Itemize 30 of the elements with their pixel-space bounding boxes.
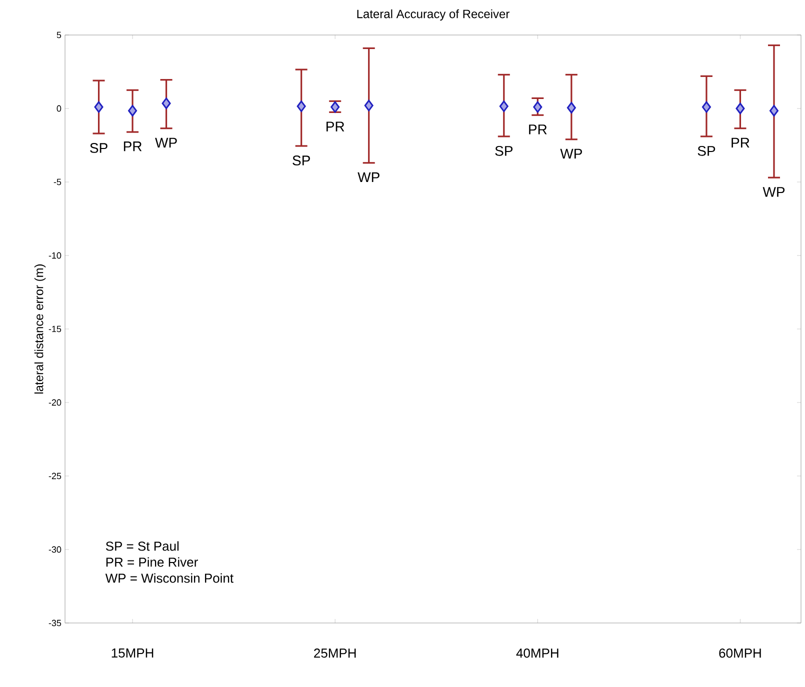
text: WP [762, 187, 785, 197]
text: SP [292, 156, 310, 166]
text: PR [124, 142, 142, 152]
y-tick-label: -5 [54, 178, 62, 186]
text: WP [155, 138, 177, 148]
series-label: PR [326, 122, 344, 132]
y-tick-label: 5 [56, 32, 62, 38]
y-tick-label: -20 [48, 399, 62, 406]
chart-title: Lateral Accuracy of Receiver [357, 9, 510, 21]
y-tick-label: -10 [48, 252, 62, 259]
y-tick-label: -25 [48, 472, 62, 480]
y-tick-label: -35 [48, 620, 62, 626]
x-tick-label: 40MPH [516, 648, 558, 658]
y-tick-label: -15 [48, 326, 62, 332]
text: SP [90, 143, 108, 153]
text: SP [698, 146, 716, 156]
annotation: WP = Wisconsin Point [105, 573, 234, 583]
y-tick-label: 0 [56, 105, 62, 112]
x-tick-label: 60MPH [719, 648, 761, 658]
text: SP [495, 146, 513, 156]
y-tick-label: -30 [48, 546, 62, 553]
y-axis-title: lateral distance error (m) [34, 264, 46, 394]
text: WP [358, 172, 380, 182]
text: PR [732, 138, 750, 148]
annotation: SP = St Paul [106, 541, 179, 551]
x-tick-label: 25MPH [314, 648, 356, 658]
annotation: PR = Pine River [106, 557, 198, 567]
x-tick-label: 15MPH [112, 648, 154, 658]
text: PR [529, 124, 547, 134]
text: WP [560, 148, 582, 159]
